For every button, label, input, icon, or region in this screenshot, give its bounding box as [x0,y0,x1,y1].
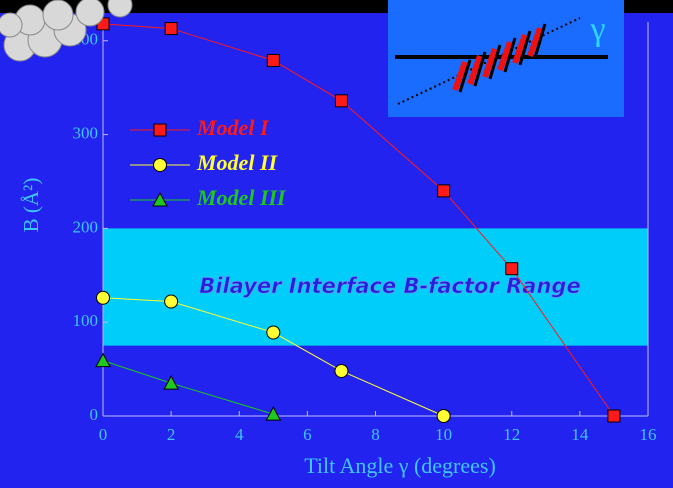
x-tick-label: 10 [435,425,452,444]
inset-image: γ [388,0,624,117]
x-tick-label: 14 [571,425,589,444]
chart: Bilayer Interface B-factor Range02468101… [0,0,673,488]
legend-label: Model II [196,150,279,175]
y-axis-label: B (Å²) [19,178,43,233]
marker [438,185,450,197]
x-tick-label: 6 [303,425,312,444]
legend-marker [154,159,167,172]
marker [267,326,280,339]
marker [267,54,279,66]
legend-label: Model III [196,185,287,210]
page: {"chart_data": { "type": "line", "x_labe… [0,0,673,488]
x-tick-label: 16 [640,425,657,444]
x-tick-label: 0 [99,425,108,444]
legend-label: Model I [196,115,270,140]
x-axis-label: Tilt Angle γ (degrees) [304,453,496,478]
x-tick-label: 8 [371,425,380,444]
y-tick-label: 200 [73,217,99,236]
marker [608,410,620,422]
x-tick-label: 2 [167,425,176,444]
marker [165,295,178,308]
marker [335,364,348,377]
inset-label: γ [589,11,605,48]
marker [165,23,177,35]
marker [506,263,518,275]
x-tick-label: 4 [235,425,244,444]
legend-marker [154,124,166,136]
marker [97,291,110,304]
x-tick-label: 12 [503,425,520,444]
marker [437,410,450,423]
y-tick-label: 100 [73,311,99,330]
y-tick-label: 0 [90,405,99,424]
y-tick-label: 300 [73,123,99,142]
marker [335,95,347,107]
